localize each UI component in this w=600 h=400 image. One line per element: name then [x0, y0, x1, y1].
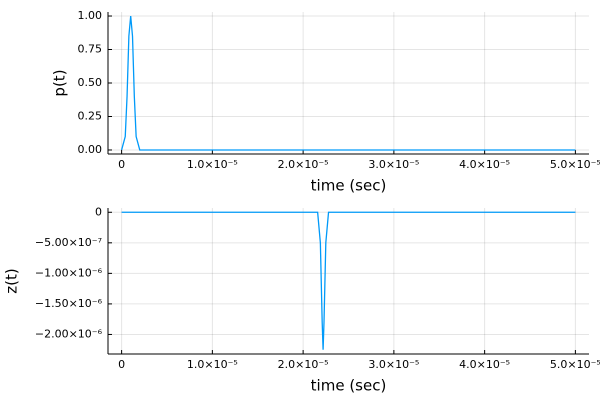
- x-tick-label: 0: [118, 158, 125, 171]
- data-line: [120, 15, 576, 151]
- x-tick-label: 5.0×10⁻⁵: [550, 158, 600, 171]
- x-axis-label: time (sec): [311, 177, 387, 195]
- y-tick-label: 0.00: [78, 143, 103, 156]
- x-tick-label: 1.0×10⁻⁵: [187, 358, 238, 371]
- x-tick-label: 3.0×10⁻⁵: [368, 358, 419, 371]
- y-tick-label: 0.50: [78, 76, 103, 89]
- x-tick-label: 3.0×10⁻⁵: [368, 158, 419, 171]
- y-tick-label: 0.75: [78, 43, 103, 56]
- y-tick-label: −1.00×10⁻⁶: [35, 266, 103, 279]
- x-tick-label: 2.0×10⁻⁵: [278, 158, 329, 171]
- y-tick-label: −2.00×10⁻⁶: [35, 327, 103, 340]
- y-tick-label: −5.00×10⁻⁷: [35, 236, 102, 249]
- data-line: [121, 211, 576, 350]
- y-tick-label: −1.50×10⁻⁶: [35, 297, 103, 310]
- x-tick-label: 4.0×10⁻⁵: [459, 158, 510, 171]
- y-axis-label: p(t): [51, 69, 69, 96]
- x-tick-label: 0: [118, 358, 125, 371]
- y-axis-label: z(t): [3, 268, 21, 293]
- x-tick-label: 2.0×10⁻⁵: [278, 358, 329, 371]
- x-axis-label: time (sec): [311, 377, 387, 395]
- x-tick-label: 4.0×10⁻⁵: [459, 358, 510, 371]
- y-tick-label: 0: [95, 205, 102, 218]
- x-tick-label: 1.0×10⁻⁵: [187, 158, 238, 171]
- x-tick-label: 5.0×10⁻⁵: [550, 358, 600, 371]
- y-tick-label: 0.25: [78, 109, 103, 122]
- y-tick-label: 1.00: [78, 9, 103, 22]
